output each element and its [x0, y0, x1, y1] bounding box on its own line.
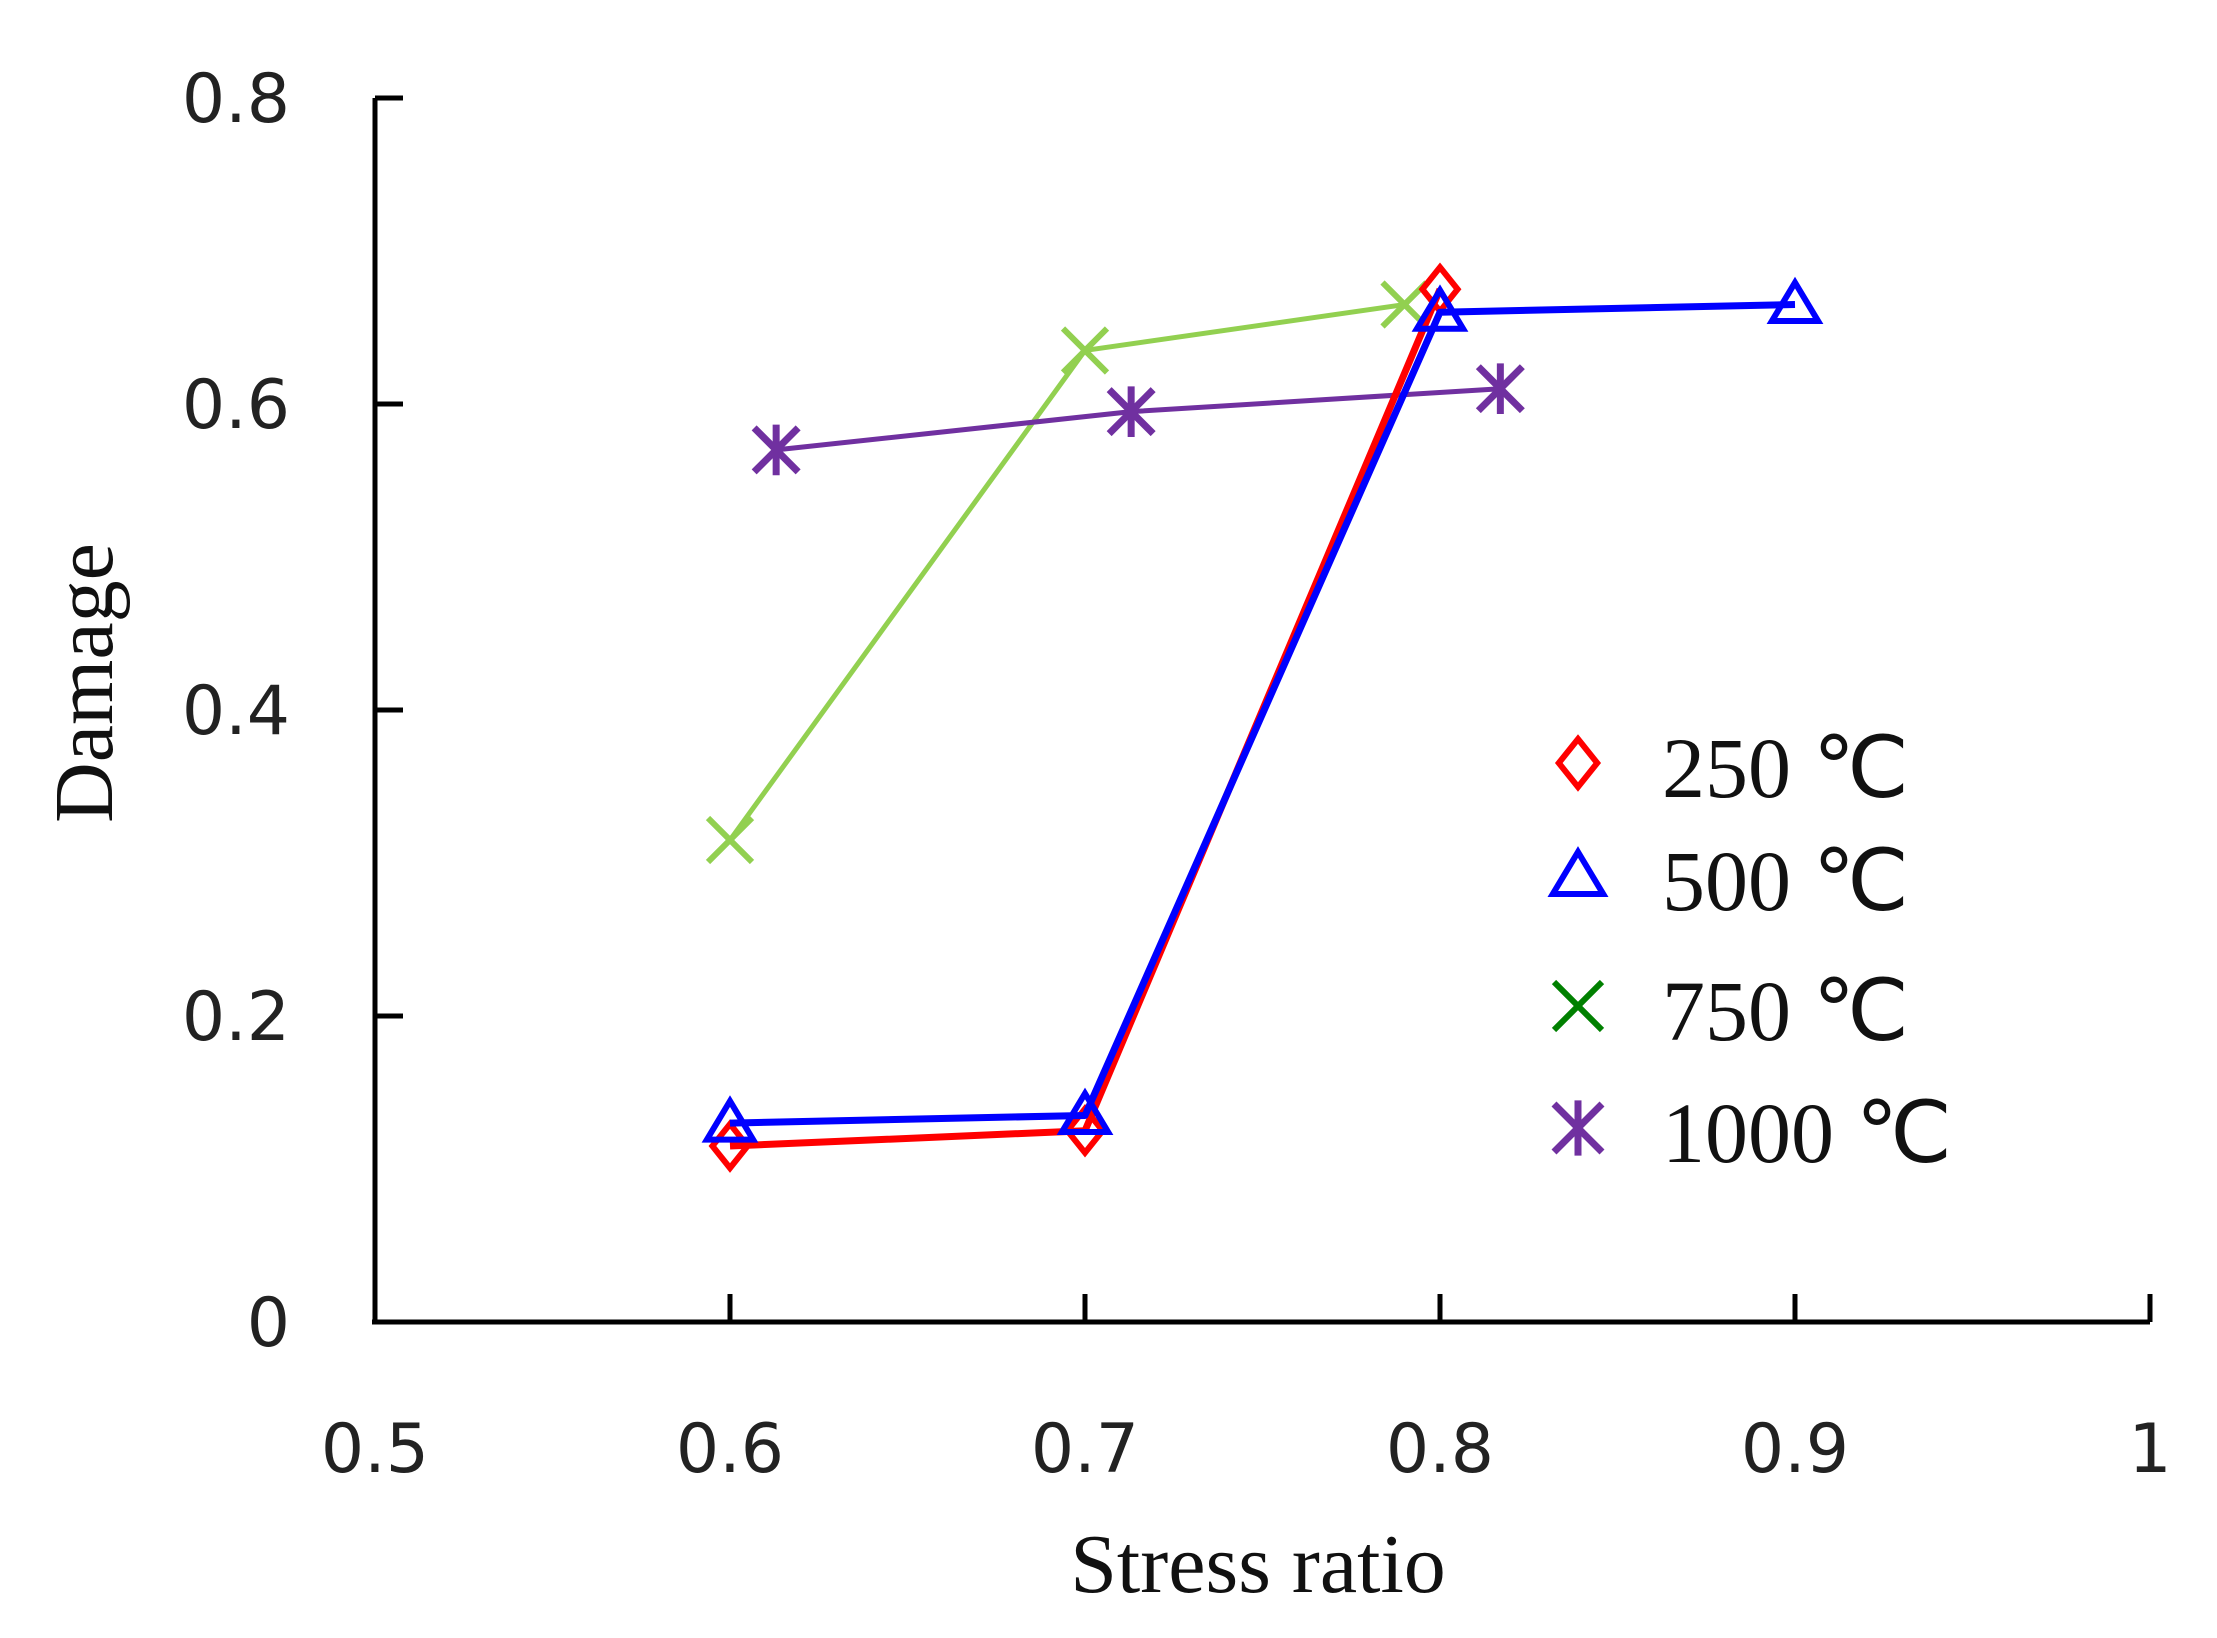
axes: 0 0.2 0.4 0.6 0.8 0.5 0.6 0.7 0.8 0.9 1: [182, 60, 2172, 1489]
legend-label: 1000 ℃: [1662, 1085, 1952, 1181]
y-axis-title: Damage: [38, 543, 131, 823]
legend-item: 1000 ℃: [1551, 1085, 1952, 1181]
data-point: [1063, 1103, 1107, 1158]
legend-marker: [1547, 846, 1609, 897]
legend-item: 500 ℃: [1547, 833, 1909, 929]
legend-marker: [1554, 734, 1602, 792]
x-tick-label: 1: [2128, 1410, 2171, 1489]
legend-item: 250 ℃: [1554, 720, 1909, 816]
x-tick-label: 0.7: [1031, 1410, 1139, 1489]
legend-label: 250 ℃: [1662, 720, 1909, 816]
y-tick-label: 0: [247, 1284, 290, 1363]
data-point-stroke: [1060, 326, 1110, 375]
y-tick-label: 0.2: [182, 978, 290, 1057]
x-axis-title: Stress ratio: [1070, 1518, 1446, 1611]
series-1: [708, 262, 1462, 1173]
data-point: [1060, 326, 1110, 375]
y-tick-label: 0.6: [182, 366, 290, 445]
legend-label: 750 ℃: [1662, 963, 1909, 1059]
legend-label: 500 ℃: [1662, 833, 1909, 929]
legend-marker-stroke: [1551, 979, 1605, 1033]
data-point: [1475, 363, 1525, 414]
series-3: [705, 280, 1429, 865]
x-tick-label: 0.5: [321, 1410, 429, 1489]
series-4: [751, 363, 1525, 476]
legend-item: 750 ℃: [1551, 963, 1909, 1059]
data-point: [1106, 386, 1156, 437]
y-tick-label: 0.8: [182, 60, 290, 139]
data-point-stroke: [705, 815, 755, 865]
x-tick-label: 0.6: [676, 1410, 784, 1489]
series-layer: [701, 262, 1824, 1173]
legend: 250 ℃ 500 ℃ 750 ℃ 1000 ℃: [1547, 720, 1952, 1181]
series-line: [727, 302, 1405, 842]
legend-marker: [1551, 1100, 1605, 1156]
data-point: [1056, 1087, 1114, 1135]
legend-marker: [1551, 979, 1605, 1033]
x-tick-label: 0.9: [1741, 1410, 1849, 1489]
data-point: [751, 424, 801, 476]
x-tick-label: 0.8: [1386, 1410, 1494, 1489]
series-2: [701, 276, 1824, 1143]
data-point: [1411, 284, 1469, 332]
y-tick-label: 0.4: [182, 672, 290, 751]
data-point: [1766, 276, 1824, 325]
series-line: [729, 301, 1796, 1127]
data-point: [705, 815, 755, 865]
data-point: [701, 1095, 759, 1143]
